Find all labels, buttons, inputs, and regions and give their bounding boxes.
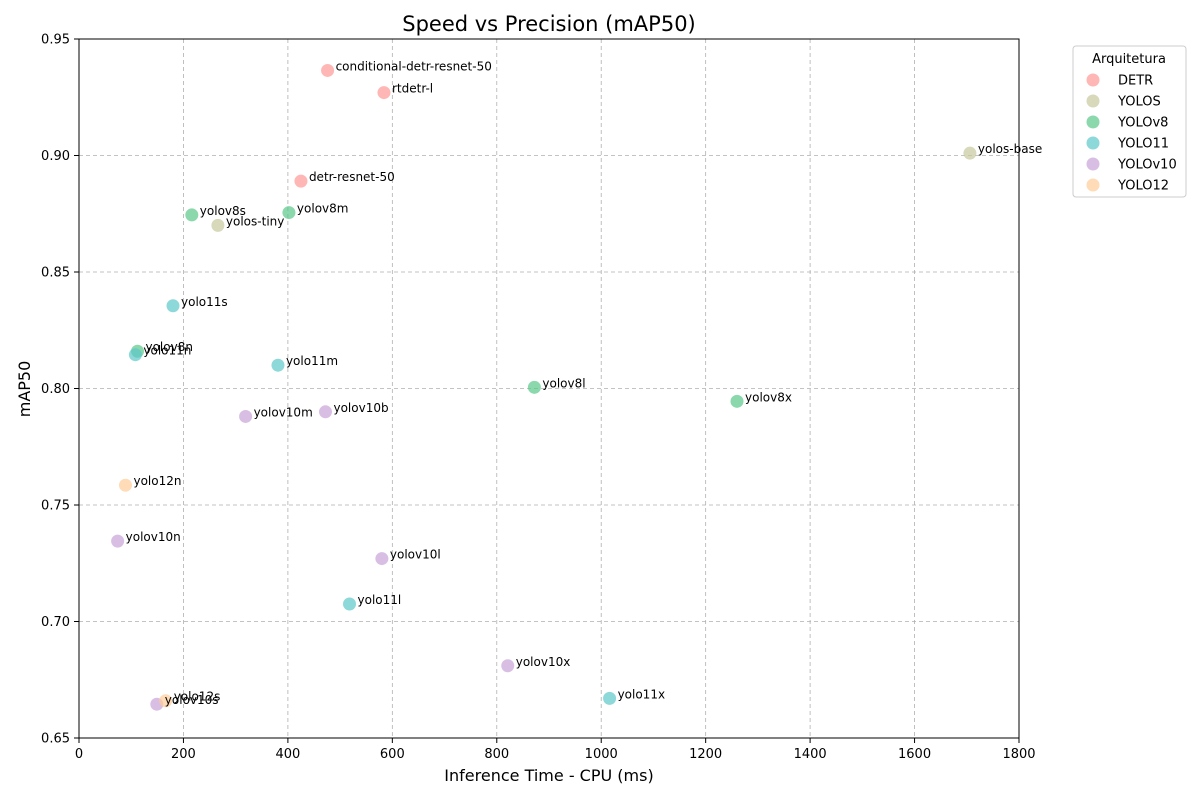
legend: Arquitetura DETR YOLOS YOLOv8 YOLO11 YOLOv10… (1072, 45, 1187, 198)
data-label-yolov8x: yolov8x (745, 390, 792, 404)
data-point-yolov8s (185, 208, 199, 222)
legend-entry-yolo11: YOLO11 (1117, 137, 1169, 152)
data-point-yolov8l (527, 380, 541, 394)
data-label-yolo11x: yolo11x (618, 687, 666, 701)
data-point-yolo11n (128, 348, 142, 362)
x-tick-label: 1000 (585, 747, 618, 762)
data-label-yolov8n: yolov8n (145, 340, 192, 354)
legend-marker-yolo11 (1086, 136, 1100, 150)
data-point-yolos-base (963, 146, 977, 160)
data-label-yolos-base: yolos-base (978, 142, 1042, 156)
y-axis-label: mAP50 (15, 361, 34, 418)
x-tick-label: 1400 (794, 747, 827, 762)
y-tick-label: 0.70 (41, 615, 70, 630)
data-point-yolo11l (343, 597, 357, 611)
x-tick-label: 800 (484, 747, 509, 762)
y-tick-label: 0.95 (41, 33, 70, 48)
data-label-yolo11l: yolo11l (358, 593, 402, 607)
data-label-yolo11m: yolo11m (286, 354, 338, 368)
legend-marker-yolov8 (1086, 115, 1100, 129)
legend-frame (1072, 45, 1187, 198)
data-point-yolov10x (501, 659, 515, 673)
data-label-yolo11n: yolo11n (143, 344, 191, 358)
x-tick-label: 0 (75, 747, 83, 762)
data-point-yolov10b (318, 405, 332, 419)
data-point-yolo12s (159, 694, 173, 708)
data-point-conditional-detr-resnet-50 (321, 63, 335, 77)
legend-marker-yolov10 (1086, 157, 1100, 171)
data-point-yolov10l (375, 552, 389, 566)
data-label-detr-resnet-50: detr-resnet-50 (309, 170, 395, 184)
x-tick-label: 1800 (1002, 747, 1035, 762)
x-tick-label: 1600 (898, 747, 931, 762)
legend-title: Arquitetura (1092, 52, 1166, 67)
y-tick-label: 0.65 (41, 732, 70, 747)
data-label-yolos-tiny: yolos-tiny (226, 214, 284, 228)
data-point-yolos-tiny (211, 218, 225, 232)
x-axis-label: Inference Time - CPU (ms) (444, 766, 653, 785)
data-label-yolov10l: yolov10l (390, 548, 441, 562)
data-point-yolov10n (111, 534, 125, 548)
data-point-yolov8x (730, 394, 744, 408)
data-points (111, 63, 977, 711)
data-label-yolo12s: yolo12s (174, 690, 221, 704)
data-point-yolov10m (239, 409, 253, 423)
legend-entry-yolov8: YOLOv8 (1117, 116, 1168, 131)
legend-marker-yolos (1086, 94, 1100, 108)
data-label-yolo11s: yolo11s (181, 295, 228, 309)
data-label-rtdetr-l: rtdetr-l (392, 82, 433, 96)
legend-marker-yolo12 (1086, 178, 1100, 192)
chart-title: Speed vs Precision (mAP50) (402, 12, 696, 36)
x-tick-label: 600 (380, 747, 405, 762)
legend-entry-yolov10: YOLOv10 (1117, 158, 1177, 173)
x-tick-label: 400 (275, 747, 300, 762)
legend-entry-yolo12: YOLO12 (1117, 179, 1169, 194)
data-label-yolov8m: yolov8m (297, 202, 349, 216)
legend-entry-yolos: YOLOS (1117, 95, 1161, 110)
data-label-conditional-detr-resnet-50: conditional-detr-resnet-50 (336, 59, 492, 73)
data-point-yolo11x (603, 691, 617, 705)
data-label-yolov8s: yolov8s (200, 204, 246, 218)
data-label-yolov10m: yolov10m (254, 405, 313, 419)
data-label-yolov10s: yolov10s (165, 693, 219, 707)
data-label-yolov10x: yolov10x (516, 655, 571, 669)
data-label-yolo12n: yolo12n (133, 474, 181, 488)
x-tick-label: 1200 (689, 747, 722, 762)
x-tick-label: 200 (171, 747, 196, 762)
y-tick-label: 0.75 (41, 499, 70, 514)
y-tick-label: 0.85 (41, 266, 70, 281)
data-point-yolo11s (166, 299, 180, 313)
data-label-yolov10b: yolov10b (333, 401, 388, 415)
data-label-yolov8l: yolov8l (542, 376, 585, 390)
axis-ticks: 0 200 400 600 800 1000 1200 1400 1600 1800 0.65 0.7… (41, 33, 1036, 763)
data-label-yolov10n: yolov10n (126, 530, 181, 544)
legend-entry-detr: DETR (1118, 74, 1153, 89)
data-point-rtdetr-l (377, 86, 391, 100)
data-point-yolov8m (282, 206, 296, 220)
legend-marker-detr (1086, 73, 1100, 87)
y-tick-label: 0.80 (41, 382, 70, 397)
data-point-yolo11m (271, 358, 285, 372)
data-point-yolo12n (118, 478, 132, 492)
data-point-detr-resnet-50 (294, 174, 308, 188)
y-tick-label: 0.90 (41, 149, 70, 164)
data-labels: conditional-detr-resnet-50 rtdetr-l detr-r… (126, 59, 1043, 707)
